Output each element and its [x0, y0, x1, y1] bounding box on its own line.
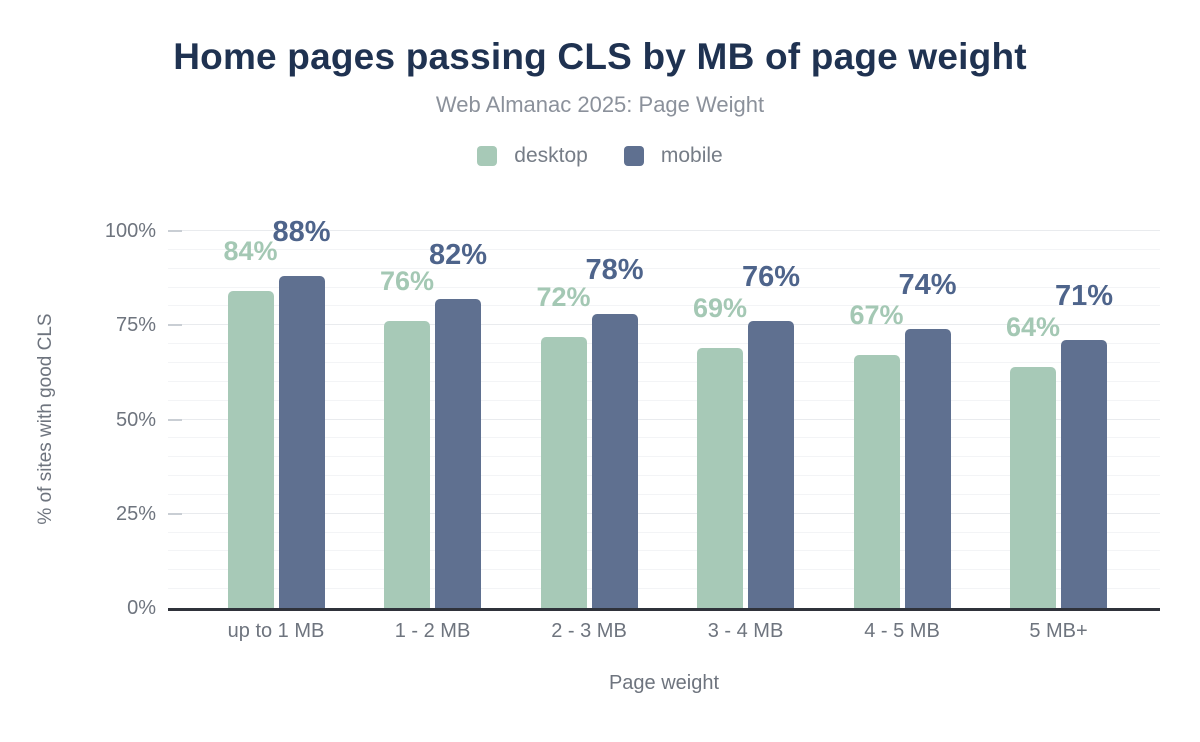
gridline-55 — [168, 399, 1160, 401]
gridline-95 — [168, 248, 1160, 250]
gridline-45 — [168, 437, 1160, 439]
y-tick-label-0: 0% — [127, 597, 156, 619]
gridline-90 — [168, 267, 1160, 269]
gridline-80 — [168, 305, 1160, 307]
mobile-bar-5[interactable] — [1061, 340, 1107, 608]
gridline-50 — [168, 418, 1160, 420]
gridline-30 — [168, 493, 1160, 495]
x-axis-title: Page weight — [608, 672, 720, 694]
desktop-bar-0[interactable] — [227, 291, 274, 608]
mobile-bar-label-5: 71% — [1054, 280, 1114, 313]
gridline-25 — [168, 512, 1160, 514]
mobile-bar-label-4: 74% — [898, 269, 957, 302]
y-tick-75 — [168, 324, 182, 327]
gridline-60 — [168, 380, 1160, 382]
legend: desktop mobile — [0, 144, 1200, 168]
mobile-bar-2[interactable] — [591, 313, 638, 608]
gridline-75 — [168, 324, 1160, 326]
y-tick-label-25: 25% — [115, 502, 156, 525]
desktop-bar-label-2: 72% — [536, 281, 591, 312]
y-tick-25 — [168, 512, 182, 515]
gridline-70 — [168, 343, 1160, 345]
gridline-40 — [168, 456, 1160, 458]
y-tick-50 — [168, 418, 182, 421]
gridline-65 — [168, 361, 1160, 363]
desktop-bar-4[interactable] — [853, 355, 900, 608]
legend-item-mobile[interactable]: mobile — [623, 143, 723, 168]
desktop-swatch-icon — [477, 145, 498, 166]
gridline-5 — [168, 588, 1160, 590]
mobile-bar-3[interactable] — [748, 321, 794, 608]
y-tick-label-50: 50% — [115, 408, 156, 431]
mobile-bar-0[interactable] — [278, 276, 325, 608]
mobile-bar-label-0: 88% — [272, 216, 331, 249]
desktop-bar-label-4: 67% — [849, 300, 904, 331]
x-category-label-2: 2 - 3 MB — [551, 620, 627, 642]
x-category-label-3: 3 - 4 MB — [707, 620, 784, 642]
gridline-10 — [168, 569, 1160, 571]
mobile-bar-label-3: 76% — [741, 261, 801, 294]
legend-label-mobile: mobile — [660, 143, 723, 167]
legend-item-desktop[interactable]: desktop — [477, 144, 588, 168]
desktop-bar-label-0: 84% — [223, 236, 278, 267]
gridline-20 — [168, 531, 1160, 533]
mobile-swatch-icon — [623, 145, 644, 166]
y-tick-label-75: 75% — [115, 314, 156, 337]
plot-area: Page weight 0% 25% 50% 75% 100% up to 1 MB 84%… — [105, 218, 1160, 694]
mobile-bar-1[interactable] — [435, 298, 481, 608]
gridline-100 — [168, 230, 1160, 231]
mobile-bar-4[interactable] — [904, 329, 951, 608]
desktop-bar-2[interactable] — [540, 336, 587, 608]
y-tick-label-100: 100% — [104, 220, 156, 242]
gridline-15 — [168, 550, 1160, 552]
desktop-bar-label-1: 76% — [379, 266, 435, 297]
mobile-bar-label-1: 82% — [428, 238, 488, 271]
chart-subtitle: Web Almanac 2025: Page Weight — [435, 91, 765, 117]
y-axis-title: % of sites with good CLS — [35, 313, 56, 525]
x-category-label-1: 1 - 2 MB — [394, 620, 471, 642]
chart-title: Home pages passing CLS by MB of page wei… — [173, 36, 1027, 77]
x-category-label-4: 4 - 5 MB — [864, 620, 940, 642]
desktop-bar-3[interactable] — [697, 347, 743, 608]
desktop-bar-label-5: 64% — [1005, 311, 1061, 342]
desktop-bar-1[interactable] — [384, 321, 430, 608]
desktop-bar-5[interactable] — [1010, 366, 1056, 608]
mobile-bar-label-2: 78% — [585, 253, 644, 286]
gridline-85 — [168, 286, 1160, 288]
x-category-label-0: up to 1 MB — [227, 620, 325, 642]
y-tick-100 — [168, 230, 182, 232]
x-category-label-5: 5 MB+ — [1029, 620, 1088, 642]
desktop-bar-label-3: 69% — [692, 292, 748, 323]
legend-label-desktop: desktop — [514, 143, 588, 167]
gridline-35 — [168, 475, 1160, 477]
